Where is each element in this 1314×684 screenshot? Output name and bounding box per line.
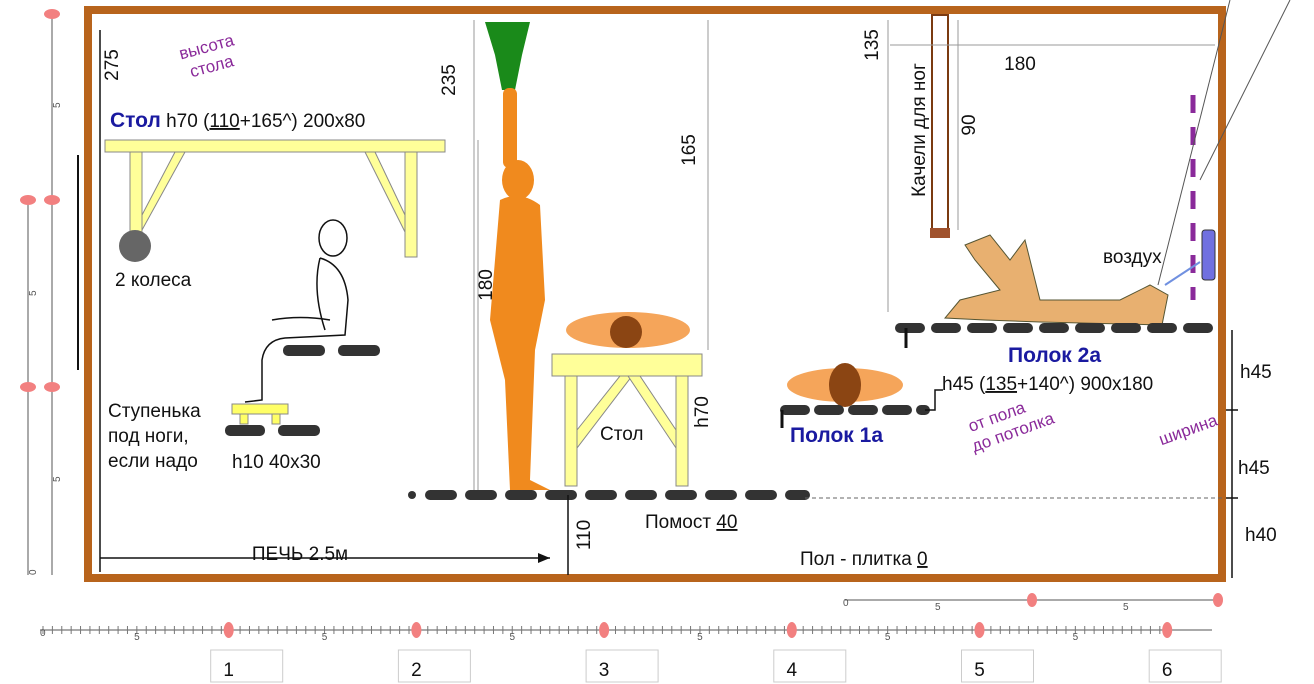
head: [829, 363, 861, 407]
label: Пол - плитка 0: [800, 549, 928, 570]
sitting-person: [244, 219, 349, 403]
ruler-mark: [223, 622, 234, 638]
shelf-label: Полок 2а: [1008, 344, 1101, 367]
step: [271, 413, 281, 425]
label: Помост 40: [645, 512, 737, 533]
step: [239, 413, 249, 425]
label: Стол: [600, 424, 643, 445]
ruler-label: 5: [134, 632, 140, 643]
label-box: [210, 649, 284, 683]
ruler-label: 5: [1073, 632, 1079, 643]
head: [610, 316, 642, 348]
pointer: [1199, 0, 1291, 181]
table: [551, 353, 703, 487]
dim-label: 180: [1004, 54, 1036, 75]
dim-label: 165: [679, 134, 700, 166]
level-label: h45: [1240, 362, 1272, 383]
dim-label: 180: [476, 269, 497, 301]
label: Пол - плитка: [800, 549, 917, 570]
label: Помост: [645, 512, 716, 533]
wheel: [119, 230, 151, 262]
label: h10 40x30: [232, 452, 321, 473]
dim-label: 235: [439, 64, 460, 96]
ruler-label: 5: [935, 602, 941, 613]
ruler-number: 2: [411, 660, 422, 681]
spec: 135: [985, 374, 1017, 395]
ruler-label: 5: [322, 632, 328, 643]
hand-item: [485, 22, 530, 90]
spec: +140^) 900x180: [1017, 374, 1153, 395]
shelf-label: Полок 1а: [790, 424, 883, 447]
level-label: h45: [1238, 458, 1270, 479]
dim-label: 135: [862, 29, 883, 61]
swing: [931, 14, 949, 236]
dim-label: 110: [574, 520, 595, 550]
vent: [1201, 229, 1216, 281]
ruler-label: 5: [885, 632, 891, 643]
ruler-mark: [1162, 622, 1173, 638]
ruler-marks: [20, 9, 60, 392]
bench-bars: [225, 345, 380, 436]
step: [231, 403, 289, 415]
room-wall: [84, 6, 1226, 582]
ruler-mark: [786, 622, 797, 638]
ruler-mark: [1213, 593, 1223, 607]
table-spec: Стол h70 (110+165^) 200x80: [110, 109, 365, 132]
note: ширина: [1156, 410, 1220, 449]
ruler-number: 3: [599, 660, 610, 681]
ruler-label: 5: [52, 476, 63, 482]
dim-label: 275: [102, 49, 123, 81]
ruler-label: 5: [28, 290, 39, 296]
label-box: [397, 649, 471, 683]
label: если надо: [108, 451, 198, 472]
spec: 110: [209, 111, 239, 132]
ruler-mark: [974, 622, 985, 638]
spec: h70 (: [161, 111, 210, 132]
ruler-number: 1: [223, 660, 234, 681]
label-box: [1148, 649, 1222, 683]
step-edge: [925, 389, 943, 411]
swing-seat: [930, 228, 950, 238]
level-label: h40: [1245, 525, 1277, 546]
label: воздух: [1103, 247, 1162, 268]
stove-label: ПЕЧЬ 2.5м: [252, 544, 348, 565]
label: 2 колеса: [115, 270, 192, 291]
label: Ступенька: [108, 401, 201, 422]
ruler-label: 5: [697, 632, 703, 643]
ruler-number: 4: [787, 660, 798, 681]
standing-person: [490, 88, 550, 490]
ruler-label: 0: [843, 598, 849, 609]
ruler-mark: [1027, 593, 1037, 607]
pointer: [1157, 0, 1231, 286]
ruler-number: 5: [974, 660, 985, 681]
label: 40: [716, 512, 737, 533]
arrow: [538, 553, 550, 563]
ruler-number: 6: [1162, 660, 1173, 681]
ruler-label: 5: [1123, 602, 1129, 613]
label-box: [773, 649, 847, 683]
dim-label: h70: [692, 396, 713, 428]
spec: +165^) 200x80: [240, 111, 366, 132]
dot: [408, 491, 416, 499]
lying-person: [943, 234, 1169, 326]
ruler-label: 0: [28, 569, 39, 575]
air-arrow: [1164, 261, 1201, 286]
spec: h45 (: [942, 374, 986, 395]
dim-label: 90: [959, 114, 980, 135]
ruler-mark: [411, 622, 422, 638]
ruler-label: 5: [52, 102, 63, 108]
label-box: [585, 649, 659, 683]
label-box: [961, 649, 1034, 683]
label: под ноги,: [108, 426, 189, 447]
table-title: Стол: [110, 109, 161, 132]
ruler-mark: [599, 622, 610, 638]
label: 0: [917, 549, 928, 570]
label: Качели для ног: [909, 63, 930, 197]
ruler-label: 5: [509, 632, 515, 643]
shelf-spec: h45 (135+140^) 900x180: [942, 374, 1153, 395]
table: [104, 139, 446, 258]
